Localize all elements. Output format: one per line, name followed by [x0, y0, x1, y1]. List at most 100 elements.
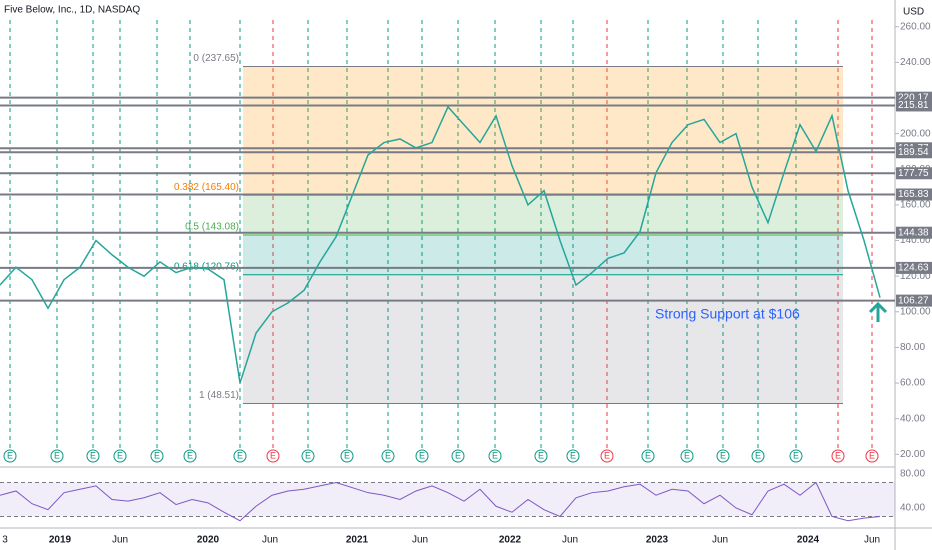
earnings-label: E [684, 450, 690, 460]
annotation: Strong Support at $106 [655, 306, 800, 322]
rsi-tick-label: 40.00 [900, 503, 925, 514]
rsi-line [0, 481, 881, 522]
earnings-marker [600, 449, 614, 463]
earnings-marker [716, 449, 730, 463]
x-tick-label: Jun [864, 535, 880, 546]
earnings-marker [488, 449, 502, 463]
earnings-marker [183, 449, 197, 463]
x-tick-label: Jun [412, 535, 428, 546]
earnings-marker [415, 449, 429, 463]
earnings-label: E [793, 450, 799, 460]
earnings-marker [534, 449, 548, 463]
earnings-label: E [305, 450, 311, 460]
earnings-label: E [187, 450, 193, 460]
level-label: 124.63 [898, 263, 929, 274]
x-tick-label: Jun [712, 535, 728, 546]
rsi-band [0, 482, 895, 517]
earnings-label: E [492, 450, 498, 460]
earnings-marker [751, 449, 765, 463]
earnings-label: E [755, 450, 761, 460]
level-label: 106.27 [898, 295, 929, 306]
earnings-marker [340, 449, 354, 463]
fib-zone [243, 66, 843, 196]
y-tick-label: 160.00 [900, 200, 931, 211]
x-tick-label: 3 [2, 535, 8, 546]
level-label-bg [896, 146, 932, 159]
fib-label: 0.5 (143.08) [185, 222, 239, 233]
earnings-marker [86, 449, 100, 463]
y-tick-label: 140.00 [900, 235, 931, 246]
x-tick-label: 2024 [797, 535, 820, 546]
earnings-marker [233, 449, 247, 463]
level-label-bg [896, 226, 932, 239]
level-label-bg [896, 167, 932, 180]
earnings-label: E [645, 450, 651, 460]
y-tick-label: 20.00 [900, 449, 925, 460]
earnings-label: E [538, 450, 544, 460]
y-tick-label: 100.00 [900, 306, 931, 317]
y-tick-label: 40.00 [900, 413, 925, 424]
earnings-label: E [835, 450, 841, 460]
earnings-marker [50, 449, 64, 463]
earnings-marker [3, 449, 17, 463]
earnings-label: E [419, 450, 425, 460]
level-label: 189.54 [898, 147, 929, 158]
y-tick-label: 200.00 [900, 128, 931, 139]
chart-title: Five Below, Inc., 1D, NASDAQ [4, 5, 140, 16]
earnings-marker [451, 449, 465, 463]
earnings-label: E [385, 450, 391, 460]
earnings-marker [680, 449, 694, 463]
earnings-marker [865, 449, 879, 463]
level-label-bg [896, 294, 932, 307]
x-tick-label: Jun [262, 535, 278, 546]
fib-zone [243, 274, 843, 404]
x-tick-label: 2019 [49, 535, 72, 546]
x-tick-label: Jun [112, 535, 128, 546]
y-tick-label: 240.00 [900, 57, 931, 68]
x-tick-label: 2023 [646, 535, 669, 546]
earnings-marker [301, 449, 315, 463]
x-tick-label: 2022 [499, 535, 522, 546]
level-label: 215.81 [898, 100, 929, 111]
x-tick-label: Jun [562, 535, 578, 546]
level-label: 220.17 [898, 92, 929, 103]
earnings-marker [266, 449, 280, 463]
level-label-bg [896, 99, 932, 112]
y-tick-label: 80.00 [900, 342, 925, 353]
earnings-marker [831, 449, 845, 463]
y-tick-label: 120.00 [900, 271, 931, 282]
support-arrow [868, 301, 888, 322]
fib-label: 1 (48.51) [199, 390, 239, 401]
earnings-label: E [869, 450, 875, 460]
earnings-label: E [54, 450, 60, 460]
x-tick-label: 2020 [197, 535, 220, 546]
earnings-label: E [344, 450, 350, 460]
earnings-label: E [117, 450, 123, 460]
fib-label: 0 (237.65) [193, 53, 239, 64]
earnings-marker [789, 449, 803, 463]
level-label: 177.75 [898, 168, 929, 179]
earnings-marker [150, 449, 164, 463]
earnings-label: E [90, 450, 96, 460]
price-line [0, 105, 881, 384]
earnings-label: E [270, 450, 276, 460]
currency: USD [903, 7, 924, 18]
earnings-label: E [7, 450, 13, 460]
x-tick-label: 2021 [346, 535, 369, 546]
earnings-label: E [455, 450, 461, 460]
earnings-marker [113, 449, 127, 463]
earnings-label: E [570, 450, 576, 460]
earnings-label: E [154, 450, 160, 460]
earnings-label: E [237, 450, 243, 460]
earnings-marker [566, 449, 580, 463]
fib-label: 0.382 (165.40) [174, 182, 239, 193]
earnings-label: E [720, 450, 726, 460]
fib-zone [243, 195, 843, 236]
earnings-marker [641, 449, 655, 463]
level-label: 165.83 [898, 189, 929, 200]
earnings-marker [381, 449, 395, 463]
earnings-label: E [604, 450, 610, 460]
rsi-tick-label: 80.00 [900, 469, 925, 480]
level-label-bg [896, 188, 932, 201]
